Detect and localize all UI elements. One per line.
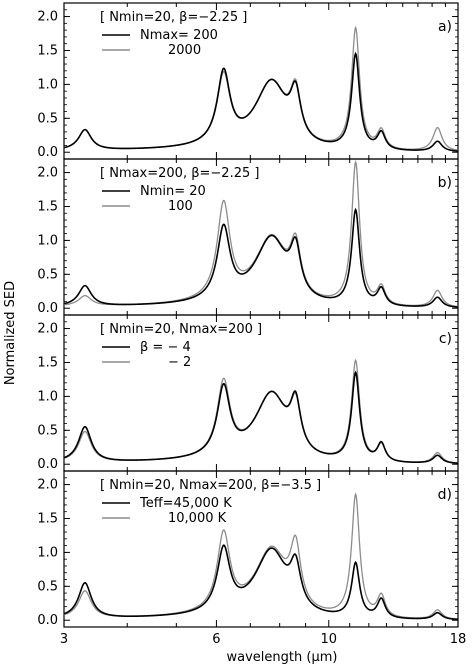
y-tick-label: 0.5	[37, 579, 58, 594]
panel-letter: d)	[438, 487, 452, 503]
y-tick-label: 1.5	[37, 43, 58, 58]
y-tick-label: 1.5	[37, 355, 58, 370]
legend-title: [ Nmin=20, β=−2.25 ]	[100, 10, 247, 25]
y-axis-label: Normalized SED	[3, 281, 18, 385]
legend-label: 10,000 K	[168, 511, 227, 526]
x-tick-label: 18	[450, 632, 467, 647]
series-line-primary	[63, 51, 459, 152]
panel-frame	[63, 2, 459, 160]
panel-frame	[63, 314, 459, 472]
y-tick-label: 2.0	[37, 478, 58, 493]
series-line-primary	[63, 544, 459, 621]
x-tick-label: 6	[212, 632, 220, 647]
y-tick-label: 1.5	[37, 199, 58, 214]
legend-title: [ Nmax=200, β=−2.25 ]	[100, 166, 259, 181]
y-tick-label: 0.5	[37, 111, 58, 126]
series-line-primary	[63, 207, 459, 308]
y-tick-label: 0.0	[37, 301, 58, 316]
y-tick-label: 1.0	[37, 545, 58, 560]
y-tick-label: 0.5	[37, 423, 58, 438]
x-tick-label: 10	[320, 632, 337, 647]
legend-label: Nmin= 20	[140, 184, 206, 199]
y-tick-label: 0.0	[37, 457, 58, 472]
y-tick-label: 2.0	[37, 166, 58, 181]
y-tick-label: 0.0	[37, 613, 58, 628]
y-tick-label: 2.0	[37, 322, 58, 337]
legend-label: Nmax= 200	[140, 28, 218, 43]
y-tick-label: 0.5	[37, 267, 58, 282]
series-line-secondary	[63, 25, 459, 151]
y-tick-label: 1.0	[37, 389, 58, 404]
series-line-secondary	[63, 358, 459, 464]
series-line-secondary	[63, 492, 459, 620]
panels-group: 0.0 0.5 1.0 1.5 2.0 a) [ Nmin=20, β=−2.25 ] Nma…	[37, 2, 467, 647]
panel-4: 0.0 0.5 1.0 1.5 2.0 3 6 10 18 d) [ Nmin=20, Nmax=2…	[37, 470, 467, 647]
panel-2: 0.0 0.5 1.0 1.5 2.0 b) [ Nmax=200, β=−2.25 ] Nm…	[37, 158, 459, 316]
y-tick-label: 2.0	[37, 10, 58, 25]
legend-label: β = − 4	[140, 340, 191, 355]
legend-title: [ Nmin=20, Nmax=200, β=−3.5 ]	[100, 478, 321, 493]
legend-label: − 2	[168, 355, 191, 370]
series-line-primary	[63, 370, 459, 464]
panel-frame	[63, 158, 459, 316]
x-tick-label: 3	[60, 632, 68, 647]
series-line-secondary	[63, 159, 459, 308]
y-tick-label: 1.0	[37, 77, 58, 92]
legend-label: 2000	[168, 43, 201, 58]
panel-3: 0.0 0.5 1.0 1.5 2.0 c) [ Nmin=20, Nmax=200 ] β …	[37, 314, 459, 472]
legend-label: Teff=45,000 K	[139, 496, 232, 511]
legend-title: [ Nmin=20, Nmax=200 ]	[100, 322, 262, 337]
y-tick-label: 0.0	[37, 145, 58, 160]
panel-1: 0.0 0.5 1.0 1.5 2.0 a) [ Nmin=20, β=−2.25 ] Nma…	[37, 2, 459, 160]
legend-label: 100	[168, 199, 193, 214]
panel-frame	[63, 470, 459, 628]
panel-letter: c)	[439, 331, 452, 347]
panel-letter: b)	[438, 175, 452, 191]
y-tick-label: 1.5	[37, 511, 58, 526]
x-axis-label: wavelength (μm)	[227, 650, 338, 665]
y-tick-label: 1.0	[37, 233, 58, 248]
panel-letter: a)	[438, 19, 452, 35]
